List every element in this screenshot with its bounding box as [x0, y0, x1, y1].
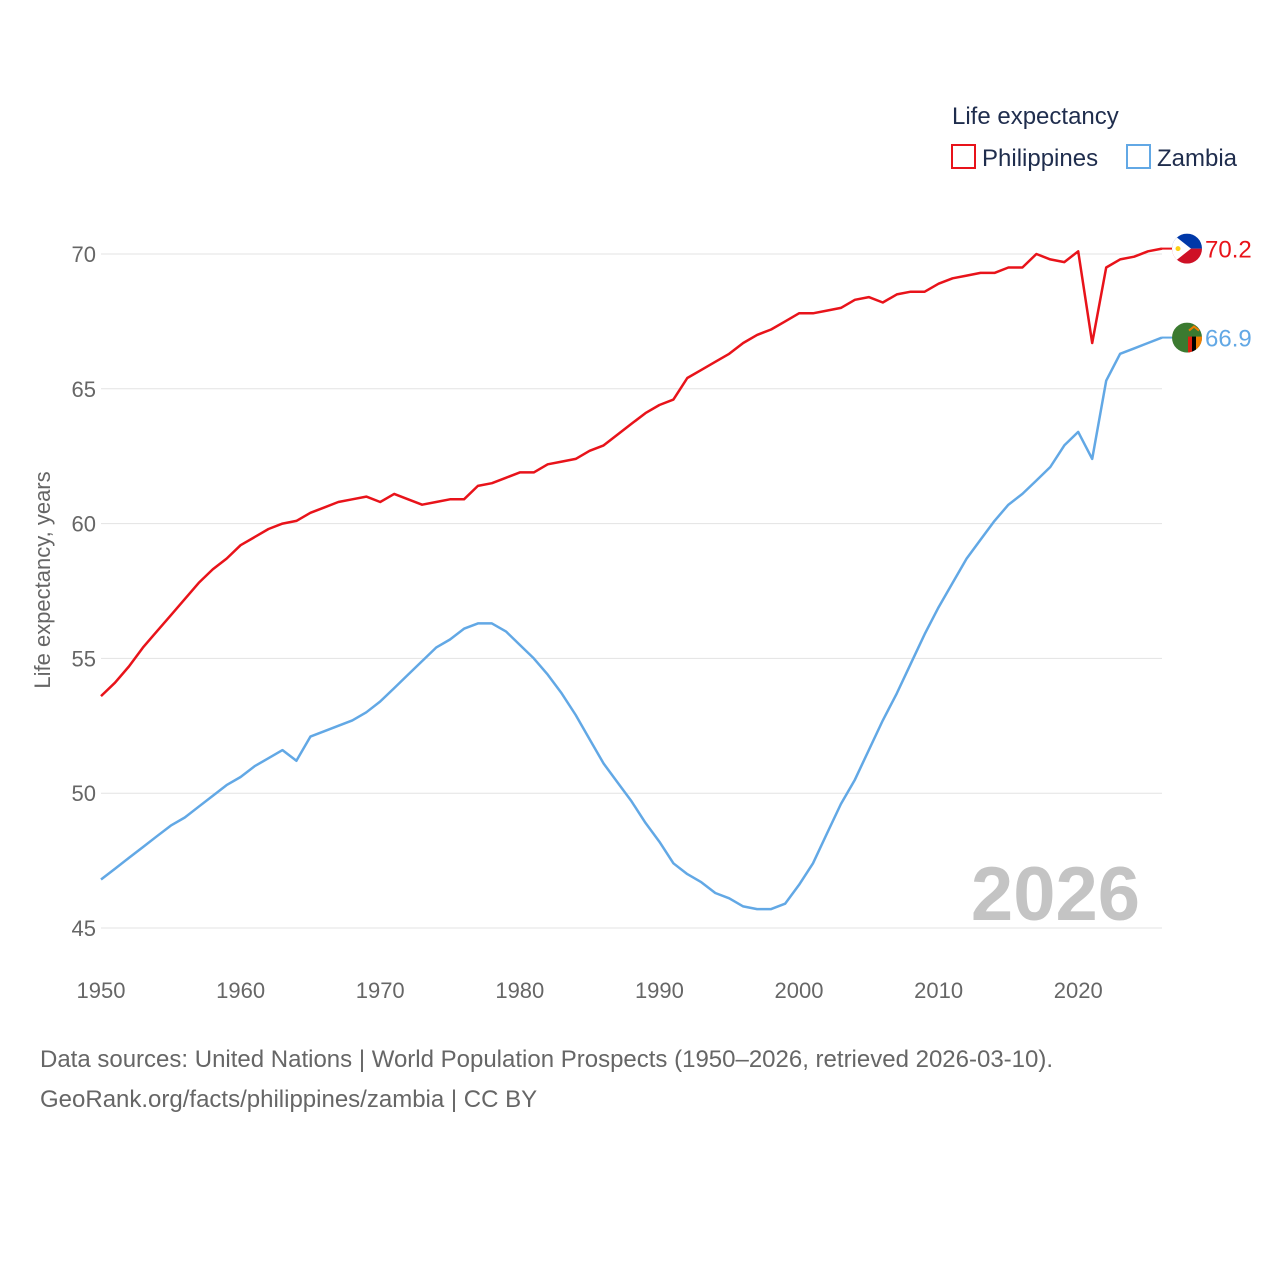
gridlines [101, 253, 1162, 929]
series-line-philippines [100, 247, 1163, 698]
data-source-text: Data sources: United Nations | World Pop… [40, 1046, 1054, 1073]
y-tick-label-45: 45 [72, 916, 96, 941]
end-markers: 70.2 66.9 [1162, 233, 1252, 353]
series-line-zambia [100, 336, 1163, 911]
legend: Life expectancy Philippines Zambia [951, 103, 1238, 172]
end-value-label-philippines: 70.2 [1205, 237, 1252, 264]
x-axis-tick-labels: 1950 1960 1970 1980 1990 2000 2010 2020 [77, 978, 1103, 1003]
y-tick-label-60: 60 [72, 512, 96, 537]
y-tick-label-70: 70 [72, 242, 96, 267]
y-tick-label-50: 50 [72, 781, 96, 806]
end-value-label-zambia: 66.9 [1205, 326, 1252, 353]
y-axis-tick-labels: 45 50 55 60 65 70 [72, 242, 96, 941]
series-lines [100, 247, 1163, 911]
attribution-text: GeoRank.org/facts/philippines/zambia | C… [40, 1086, 538, 1113]
x-tick-label-2020: 2020 [1054, 978, 1103, 1003]
x-tick-label-1970: 1970 [356, 978, 405, 1003]
legend-label-zambia: Zambia [1157, 145, 1238, 172]
x-tick-label-2000: 2000 [775, 978, 824, 1003]
zambia-flag-icon [1172, 322, 1202, 353]
legend-swatch-philippines [951, 144, 976, 169]
legend-label-philippines: Philippines [982, 145, 1098, 172]
x-tick-label-1960: 1960 [216, 978, 265, 1003]
x-tick-label-2010: 2010 [914, 978, 963, 1003]
x-tick-label-1950: 1950 [77, 978, 126, 1003]
legend-title: Life expectancy [952, 103, 1119, 130]
y-tick-label-65: 65 [72, 377, 96, 402]
y-axis-title: Life expectancy, years [30, 471, 55, 688]
year-watermark: 2026 [971, 852, 1140, 937]
legend-item-zambia[interactable]: Zambia [1126, 144, 1238, 172]
legend-swatch-zambia [1126, 144, 1151, 169]
x-tick-label-1990: 1990 [635, 978, 684, 1003]
y-tick-label-55: 55 [72, 646, 96, 671]
x-tick-label-1980: 1980 [495, 978, 544, 1003]
legend-item-philippines[interactable]: Philippines [951, 144, 1098, 172]
footer: Data sources: United Nations | World Pop… [40, 1040, 1053, 1120]
philippines-flag-icon [1172, 233, 1202, 264]
